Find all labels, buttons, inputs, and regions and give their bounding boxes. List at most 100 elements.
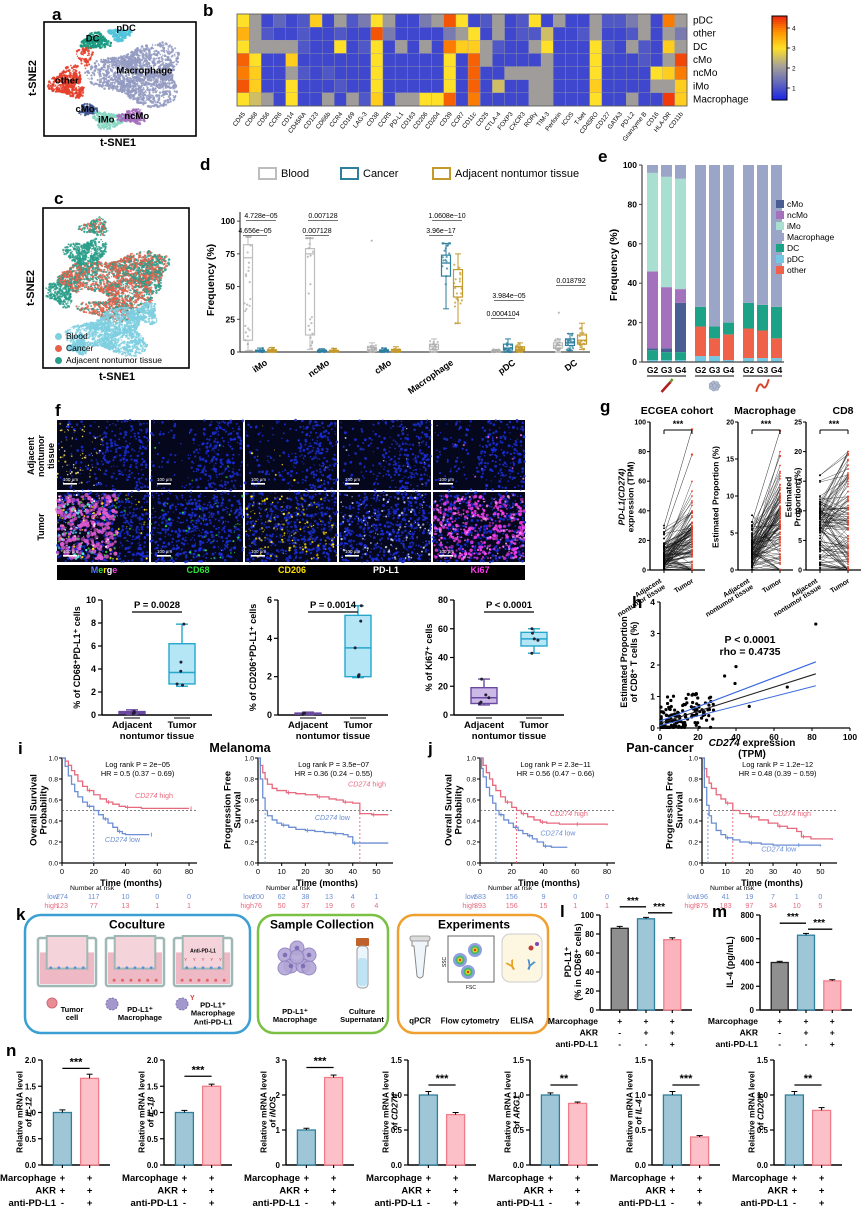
svg-text:ncMo: ncMo	[124, 111, 149, 122]
d-legend-adjacent: Adjacent nontumor tissue	[432, 167, 579, 180]
tsne2-axis-label-c: t-SNE2	[24, 269, 37, 307]
channel-caption-pdl1: PD-L1	[372, 565, 400, 575]
panel-label-l: l	[560, 902, 565, 921]
panel-label-a: a	[52, 5, 62, 24]
svg-text:Macrophage: Macrophage	[693, 94, 749, 105]
micrograph-tile: 100 μm	[56, 418, 150, 492]
n1-ylabel: Relative mRNA level of IL-12	[14, 1071, 34, 1153]
panel-label-d: d	[200, 155, 211, 174]
g1-ylabel: PD-L1(CD274) expression (TPM)	[616, 461, 636, 533]
k-coculture-title: Coculture	[108, 917, 166, 932]
svg-text:cMo: cMo	[76, 104, 95, 115]
channel-caption-merge: Merge	[90, 565, 118, 575]
tsne1-axis-label: t-SNE1	[99, 136, 137, 149]
channel-caption-cd206: CD206	[277, 565, 307, 575]
svg-text:iMo: iMo	[98, 114, 115, 125]
panel-label-j: j	[428, 739, 433, 758]
micrograph-tile: 100 μm	[339, 419, 432, 492]
g3-title: CD8	[832, 405, 854, 418]
i-pfs-ylabel: Progression Free Survival	[222, 770, 244, 850]
e-ylabel: Frequency (%)	[608, 228, 621, 302]
j-os-xlabel: Time (months)	[518, 878, 580, 889]
j-os-ylabel: Overall Survival Probability	[443, 774, 465, 846]
micrograph-tile: 100 μm	[54, 491, 151, 563]
k-sample-supernatant-label: Culture Supernatant	[340, 1006, 384, 1024]
panel-label-c: c	[54, 189, 64, 208]
micrograph-tile: 100 μm	[244, 491, 339, 563]
h-xlabel: CD274 expression (TPM)	[708, 738, 796, 760]
panel-label-i: i	[18, 739, 23, 758]
tissue-icon	[755, 379, 770, 392]
svg-text:other: other	[55, 76, 79, 87]
m-ylabel: IL-4 (pg/mL)	[725, 936, 736, 988]
tsne1-axis-label-c: t-SNE1	[98, 370, 136, 383]
svg-text:iMo: iMo	[693, 81, 710, 92]
svg-text:ncMo: ncMo	[693, 68, 718, 79]
svg-text:2: 2	[792, 66, 796, 73]
svg-text:4: 4	[792, 26, 796, 33]
panel-label-k: k	[16, 905, 26, 924]
panel-b-heatmap: pDCotherDCcMoncMoiMoMacrophageCD45CD68CD…	[232, 13, 796, 143]
n2-ylabel: Relative mRNA level of IL-1β	[136, 1071, 156, 1153]
channel-caption-ki67: Ki67	[470, 565, 490, 575]
channel-caption-cd68: CD68	[186, 565, 210, 575]
svg-text:pDC: pDC	[116, 23, 136, 34]
micrograph-tile: 100 μm	[433, 419, 526, 492]
svg-text:Macrophage: Macrophage	[116, 65, 172, 76]
micrograph-tile: 100 μm	[431, 491, 527, 564]
svg-text:3: 3	[792, 46, 796, 53]
i-title: Melanoma	[209, 741, 271, 756]
panel-label-b: b	[203, 1, 214, 20]
f-row-label-adjacent: Adjacent nontumor tissue	[26, 435, 56, 477]
svg-text:pDC: pDC	[693, 16, 713, 27]
k-legend-pdl1-macrophage-anti: PD-L1⁺ Macrophage Anti-PD-L1	[190, 1000, 236, 1027]
j-title: Pan-cancer	[626, 741, 694, 756]
i-os-ylabel: Overall Survival Probability	[28, 774, 50, 846]
l-ylabel: PD-L1⁺ (% in CD68⁺ cells)	[563, 923, 583, 1001]
g1-title: ECGEA cohort	[640, 405, 714, 418]
i-pfs-xlabel: Time (months)	[296, 878, 358, 889]
f-row-label-tumor: Tumor	[36, 513, 47, 541]
micrograph-tile: 100 μm	[149, 419, 245, 492]
adjacent-box-swatch	[432, 167, 451, 180]
h-ylabel: Estimated Proportion of CD8⁺ T cells (%)	[619, 616, 639, 708]
j-pfs-xlabel: Time (months)	[741, 878, 803, 889]
k-legend-tumor-cell: Tumor cell	[60, 1004, 84, 1022]
cancer-box-swatch	[340, 167, 359, 180]
svg-text:DC: DC	[693, 42, 707, 53]
blood-box-swatch	[258, 167, 277, 180]
svg-text:ICOS: ICOS	[560, 111, 575, 127]
panel-label-h: h	[632, 593, 643, 612]
h-pvalue: P < 0.0001	[724, 634, 776, 647]
blood-tube-icon	[660, 378, 674, 393]
blood-swatch	[55, 332, 62, 340]
d-ylabel: Frequency (%)	[205, 243, 218, 317]
panel-label-g: g	[600, 397, 611, 416]
micrograph-tile: 100 μm	[149, 491, 245, 564]
legend-item-blood: Blood	[55, 331, 88, 341]
svg-text:1: 1	[792, 86, 796, 93]
tsne2-axis-label: t-SNE2	[26, 59, 39, 97]
i-os-xlabel: Time (months)	[100, 878, 162, 889]
k-qpcr-label: qPCR	[409, 1016, 431, 1026]
h-rho: rho = 0.4735	[719, 646, 781, 659]
svg-text:CCR6: CCR6	[267, 111, 283, 129]
d-legend-cancer: Cancer	[340, 167, 398, 180]
svg-text:LAG-3: LAG-3	[352, 111, 369, 130]
n4-ylabel: Relative mRNA level of CD274	[380, 1071, 400, 1153]
legend-item-cancer: Cancer	[55, 343, 93, 353]
k-elisa-label: ELISA	[510, 1016, 534, 1026]
k-legend-pdl1-macrophage: PD-L1⁺ Macrophage	[117, 1004, 163, 1022]
n7-ylabel: Relative mRNA level of CD206	[746, 1071, 766, 1153]
g2-title: Macrophage	[734, 405, 796, 418]
svg-text:DC: DC	[86, 33, 100, 44]
g2-ylabel: Estimated Proportion (%)	[710, 445, 721, 549]
k-flow-label: Flow cytometry	[440, 1016, 500, 1026]
svg-text:other: other	[693, 29, 716, 40]
panel-c-plot	[45, 216, 171, 357]
legend-item-adjacent: Adjacent nontumor tissue	[55, 355, 162, 365]
adjacent-swatch	[55, 356, 62, 364]
